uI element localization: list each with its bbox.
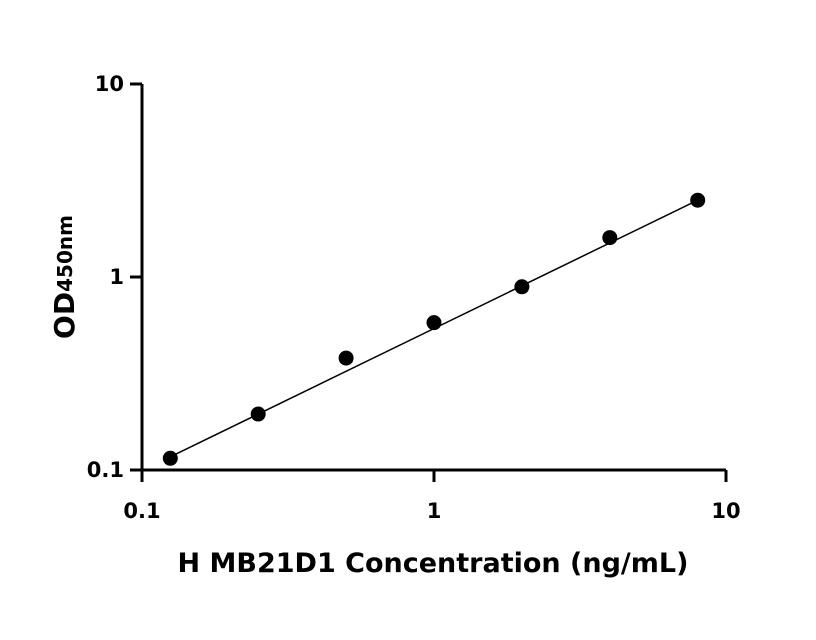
- x-tick-label: 10: [711, 499, 740, 523]
- x-tick-label: 1: [427, 499, 442, 523]
- data-point-0: [162, 450, 178, 466]
- data-point-2: [338, 350, 354, 366]
- y-axis-label-sub: 450nm: [53, 215, 77, 292]
- data-point-3: [426, 315, 442, 331]
- y-tick-label: 10: [95, 72, 124, 96]
- data-points: [162, 192, 706, 466]
- y-tick-label: 0.1: [87, 458, 124, 482]
- x-axis-label: H MB21D1 Concentration (ng/mL): [178, 548, 689, 579]
- ticks: 0.1 1 10 0.1 1 10: [87, 72, 741, 523]
- axes: [140, 84, 726, 472]
- data-point-5: [602, 230, 618, 246]
- y-tick-label: 1: [109, 265, 124, 289]
- x-tick-label: 0.1: [123, 499, 160, 523]
- y-axis-label-main: OD: [48, 292, 81, 339]
- y-axis-label: OD450nm: [48, 215, 81, 339]
- data-point-6: [690, 192, 706, 208]
- data-point-1: [250, 406, 266, 422]
- data-point-4: [514, 279, 530, 295]
